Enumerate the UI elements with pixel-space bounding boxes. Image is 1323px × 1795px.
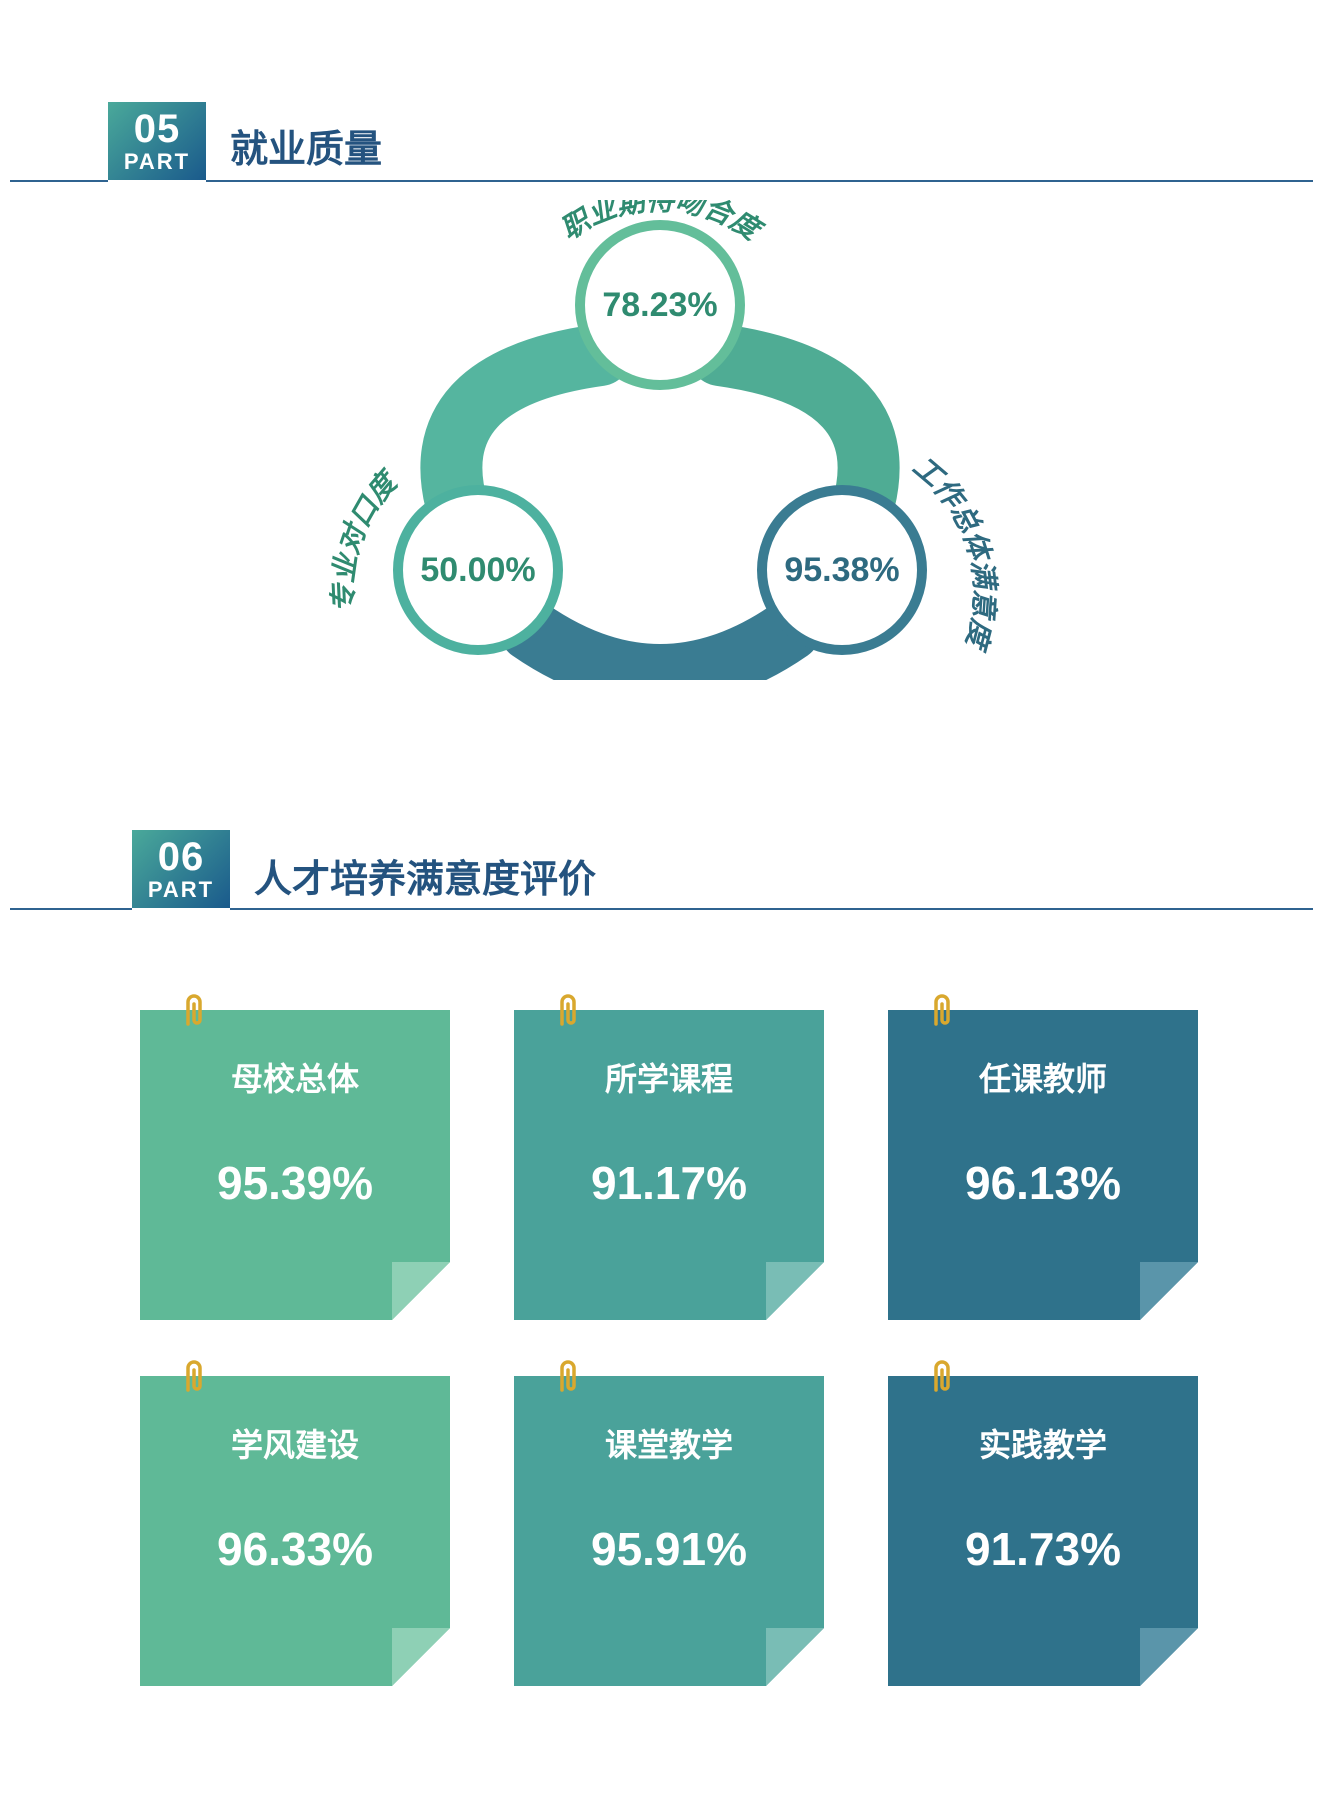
ring-node-value: 50.00% [420,551,535,590]
card-label: 课堂教学 [514,1420,824,1466]
card-label: 母校总体 [140,1054,450,1100]
part-badge-05: 05 PART [108,102,206,180]
ring-arc [530,630,790,675]
card-fold-icon [1140,1628,1198,1686]
card-label: 任课教师 [888,1054,1198,1100]
card-fold-icon [392,1262,450,1320]
ring-node-top: 78.23% [575,220,745,390]
card-value: 91.17% [514,1156,824,1210]
ring-node-right: 95.38% [757,485,927,655]
part-label: PART [148,879,214,901]
part-number: 06 [158,837,205,877]
card-label: 学风建设 [140,1420,450,1466]
card-fold-icon [1140,1262,1198,1320]
satisfaction-cards: 母校总体 95.39% 所学课程 91.17% 任课教师 96.13% 学风建设 96.33%… [140,1010,1200,1686]
card-value: 95.39% [140,1156,450,1210]
paperclip-icon [930,1356,954,1400]
section-rule-06-right [230,908,1313,910]
ring-node-label: 专业对口度 [327,463,405,612]
section-rule-06-left [10,908,132,910]
card-fold-icon [392,1628,450,1686]
paperclip-icon [182,1356,206,1400]
section-rule-05-right [206,180,1313,182]
card-value: 91.73% [888,1522,1198,1576]
employment-quality-diagram: 职业期待吻合度 专业对口度 工作总体满意度 78.23% 50.00% 95.3… [260,200,1060,680]
card-label: 实践教学 [888,1420,1198,1466]
card-fold-icon [766,1628,824,1686]
section-title-05: 就业质量 [230,118,382,173]
paperclip-icon [556,1356,580,1400]
card-value: 95.91% [514,1522,824,1576]
paperclip-icon [182,990,206,1034]
paperclip-icon [930,990,954,1034]
ring-node-value: 78.23% [602,286,717,325]
card-fold-icon [766,1262,824,1320]
part-number: 05 [134,109,181,149]
section-rule-05-left [10,180,108,182]
paperclip-icon [556,990,580,1034]
ring-node-left: 50.00% [393,485,563,655]
card-value: 96.33% [140,1522,450,1576]
card-value: 96.13% [888,1156,1198,1210]
part-badge-06: 06 PART [132,830,230,908]
ring-node-value: 95.38% [784,551,899,590]
card-label: 所学课程 [514,1054,824,1100]
section-title-06: 人才培养满意度评价 [254,848,596,903]
part-label: PART [124,151,190,173]
